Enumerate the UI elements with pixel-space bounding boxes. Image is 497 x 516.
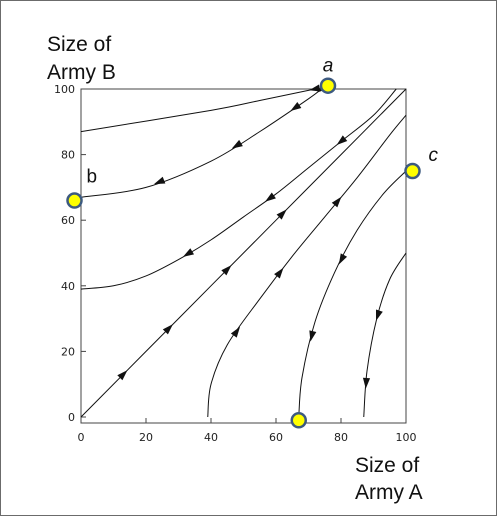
arrowhead — [290, 102, 302, 112]
y-tick-label: 40 — [61, 280, 75, 293]
y-axis-label-line-1: Size of — [47, 33, 111, 56]
arrowhead — [274, 267, 284, 279]
x-tick-label: 0 — [78, 431, 85, 444]
arrowhead — [309, 330, 317, 342]
x-tick-label: 20 — [139, 431, 153, 444]
highlighted-point — [66, 192, 83, 209]
point-label: b — [87, 167, 98, 188]
trajectory-line — [80, 88, 407, 418]
arrowhead — [182, 248, 195, 257]
x-axis-label-line-2: Army A — [355, 481, 423, 504]
arrowhead — [336, 135, 348, 146]
trajectory-line — [80, 88, 322, 198]
plot-area — [80, 88, 407, 424]
plot-border — [80, 88, 407, 424]
arrowhead — [276, 209, 287, 220]
arrowhead — [162, 324, 173, 335]
y-tick-label: 60 — [61, 214, 75, 227]
point-label: c — [429, 145, 439, 166]
arrowhead — [265, 192, 276, 202]
x-tick-label: 60 — [269, 431, 283, 444]
arrowhead — [117, 370, 128, 381]
arrowhead — [331, 196, 342, 208]
arrowhead — [153, 176, 166, 185]
x-axis-label-line-1: Size of — [355, 454, 419, 477]
y-tick-label: 0 — [68, 411, 75, 424]
x-tick-label: 100 — [396, 431, 417, 444]
highlighted-point — [290, 412, 307, 429]
direction-arrows — [117, 83, 383, 389]
highlighted-points: a b c — [66, 56, 439, 429]
arrowhead — [231, 139, 243, 149]
point-label: a — [323, 56, 334, 77]
trajectory-line — [80, 88, 316, 133]
arrowhead — [375, 309, 383, 321]
arrowhead — [230, 326, 241, 338]
x-tick-label: 40 — [204, 431, 218, 444]
arrowhead — [338, 253, 348, 265]
trajectory-line — [80, 88, 397, 290]
y-tick-label: 80 — [61, 149, 75, 162]
axis-ticks: 0 20 40 60 80 100 0 20 40 60 80 100 — [54, 83, 417, 444]
y-tick-label: 100 — [54, 83, 75, 96]
highlighted-point — [404, 162, 421, 180]
arrowhead — [309, 84, 321, 92]
arrowhead — [362, 377, 371, 389]
x-tick-label: 80 — [334, 431, 348, 444]
arrowhead — [221, 265, 232, 276]
trajectory-line — [298, 170, 407, 418]
y-tick-label: 20 — [61, 345, 75, 358]
highlighted-point — [319, 77, 337, 94]
trajectory-line — [207, 114, 407, 418]
trajectory-line — [363, 252, 407, 418]
y-axis-label-line-2: Army B — [47, 61, 116, 84]
trajectory-lines — [80, 88, 407, 418]
